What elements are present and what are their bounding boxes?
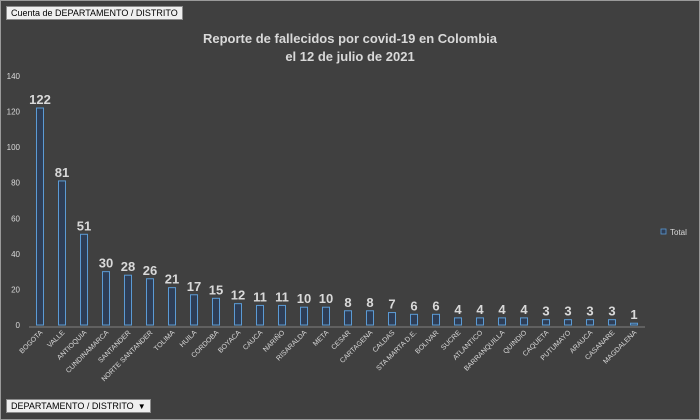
x-tick-label: BOYACA xyxy=(217,329,242,354)
y-tick-label: 40 xyxy=(11,250,20,259)
x-tick-label: TOLIMA xyxy=(153,329,177,353)
legend-swatch xyxy=(660,228,667,235)
data-label: 28 xyxy=(121,259,135,274)
legend-label: Total xyxy=(670,228,687,237)
bar[interactable] xyxy=(212,297,220,326)
x-tick-label: META xyxy=(312,329,331,348)
data-label: 4 xyxy=(498,302,506,317)
data-label: 26 xyxy=(143,263,157,278)
bar[interactable] xyxy=(630,322,638,326)
x-tick-label: BARRANQUILLA xyxy=(463,329,506,372)
x-tick-label: BOLIVAR xyxy=(414,329,440,355)
bar[interactable] xyxy=(36,107,44,326)
data-label: 15 xyxy=(209,282,223,297)
bar[interactable] xyxy=(58,180,66,326)
x-tick-label: VALLE xyxy=(46,329,66,349)
axis-field-button[interactable]: DEPARTAMENTO / DISTRITO ▼ xyxy=(6,399,151,413)
chart-title: Reporte de fallecidos por covid-19 en Co… xyxy=(203,31,498,46)
bar[interactable] xyxy=(388,312,396,326)
legend: Total xyxy=(660,228,687,237)
value-field-button[interactable]: Cuenta de DEPARTAMENTO / DISTRITO xyxy=(6,6,183,20)
x-tick-label: HUILA xyxy=(179,329,199,349)
data-label: 4 xyxy=(476,302,484,317)
data-label: 21 xyxy=(165,272,179,287)
y-tick-label: 140 xyxy=(7,72,21,81)
bar[interactable] xyxy=(344,310,352,326)
y-axis: 0 20 40 60 80 100 120 140 xyxy=(7,72,21,330)
data-label: 3 xyxy=(586,304,593,319)
data-label: 8 xyxy=(344,295,351,310)
data-label: 7 xyxy=(388,297,395,312)
data-label: 1 xyxy=(630,307,637,322)
y-tick-label: 100 xyxy=(7,143,21,152)
bar[interactable] xyxy=(432,313,440,326)
data-label: 4 xyxy=(520,302,528,317)
chart-subtitle: el 12 de julio de 2021 xyxy=(285,49,414,64)
x-tick-label: BOGOTA xyxy=(19,329,45,355)
data-label: 3 xyxy=(542,304,549,319)
data-label: 11 xyxy=(253,289,267,304)
bars xyxy=(36,107,638,326)
bar[interactable] xyxy=(146,278,154,326)
y-tick-label: 0 xyxy=(16,321,21,330)
bar[interactable] xyxy=(300,306,308,326)
bar[interactable] xyxy=(476,317,484,326)
bar[interactable] xyxy=(454,317,462,326)
data-label: 81 xyxy=(55,165,69,180)
bar[interactable] xyxy=(256,304,264,326)
bar[interactable] xyxy=(234,303,242,326)
data-label: 8 xyxy=(366,295,373,310)
axis-field-label: DEPARTAMENTO / DISTRITO xyxy=(11,401,134,411)
data-label: 11 xyxy=(275,289,289,304)
bar[interactable] xyxy=(366,310,374,326)
data-label: 6 xyxy=(432,298,439,313)
data-label: 10 xyxy=(297,291,311,306)
bar[interactable] xyxy=(564,319,572,326)
chevron-down-icon[interactable]: ▼ xyxy=(137,402,146,411)
y-tick-label: 20 xyxy=(11,285,20,294)
bar[interactable] xyxy=(124,274,132,326)
x-tick-label: STA MARTA D.E. xyxy=(376,329,419,372)
x-axis-labels: BOGOTA VALLEANTIOQUIACUNDINAMARCASANTANDE… xyxy=(19,328,639,384)
y-tick-label: 80 xyxy=(11,179,20,188)
bar[interactable] xyxy=(168,287,176,326)
bar[interactable] xyxy=(80,233,88,326)
y-tick-label: 60 xyxy=(11,214,20,223)
bar[interactable] xyxy=(190,294,198,326)
data-label: 4 xyxy=(454,302,462,317)
data-label: 3 xyxy=(564,304,571,319)
bar[interactable] xyxy=(608,319,616,326)
bar[interactable] xyxy=(410,313,418,326)
data-label: 17 xyxy=(187,279,201,294)
bar[interactable] xyxy=(498,317,506,326)
data-label: 6 xyxy=(410,298,417,313)
data-label: 51 xyxy=(77,218,91,233)
y-tick-label: 120 xyxy=(7,108,21,117)
bar[interactable] xyxy=(278,304,286,326)
bar[interactable] xyxy=(520,317,528,326)
data-label: 30 xyxy=(99,256,113,271)
bar[interactable] xyxy=(586,319,594,326)
data-label: 3 xyxy=(608,304,615,319)
data-label: 12 xyxy=(231,288,245,303)
data-label: 122 xyxy=(29,92,51,107)
data-label: 10 xyxy=(319,291,333,306)
bar[interactable] xyxy=(542,319,550,326)
bar[interactable] xyxy=(322,306,330,326)
x-tick-label: CESAR xyxy=(330,329,352,351)
bar[interactable] xyxy=(102,271,110,326)
